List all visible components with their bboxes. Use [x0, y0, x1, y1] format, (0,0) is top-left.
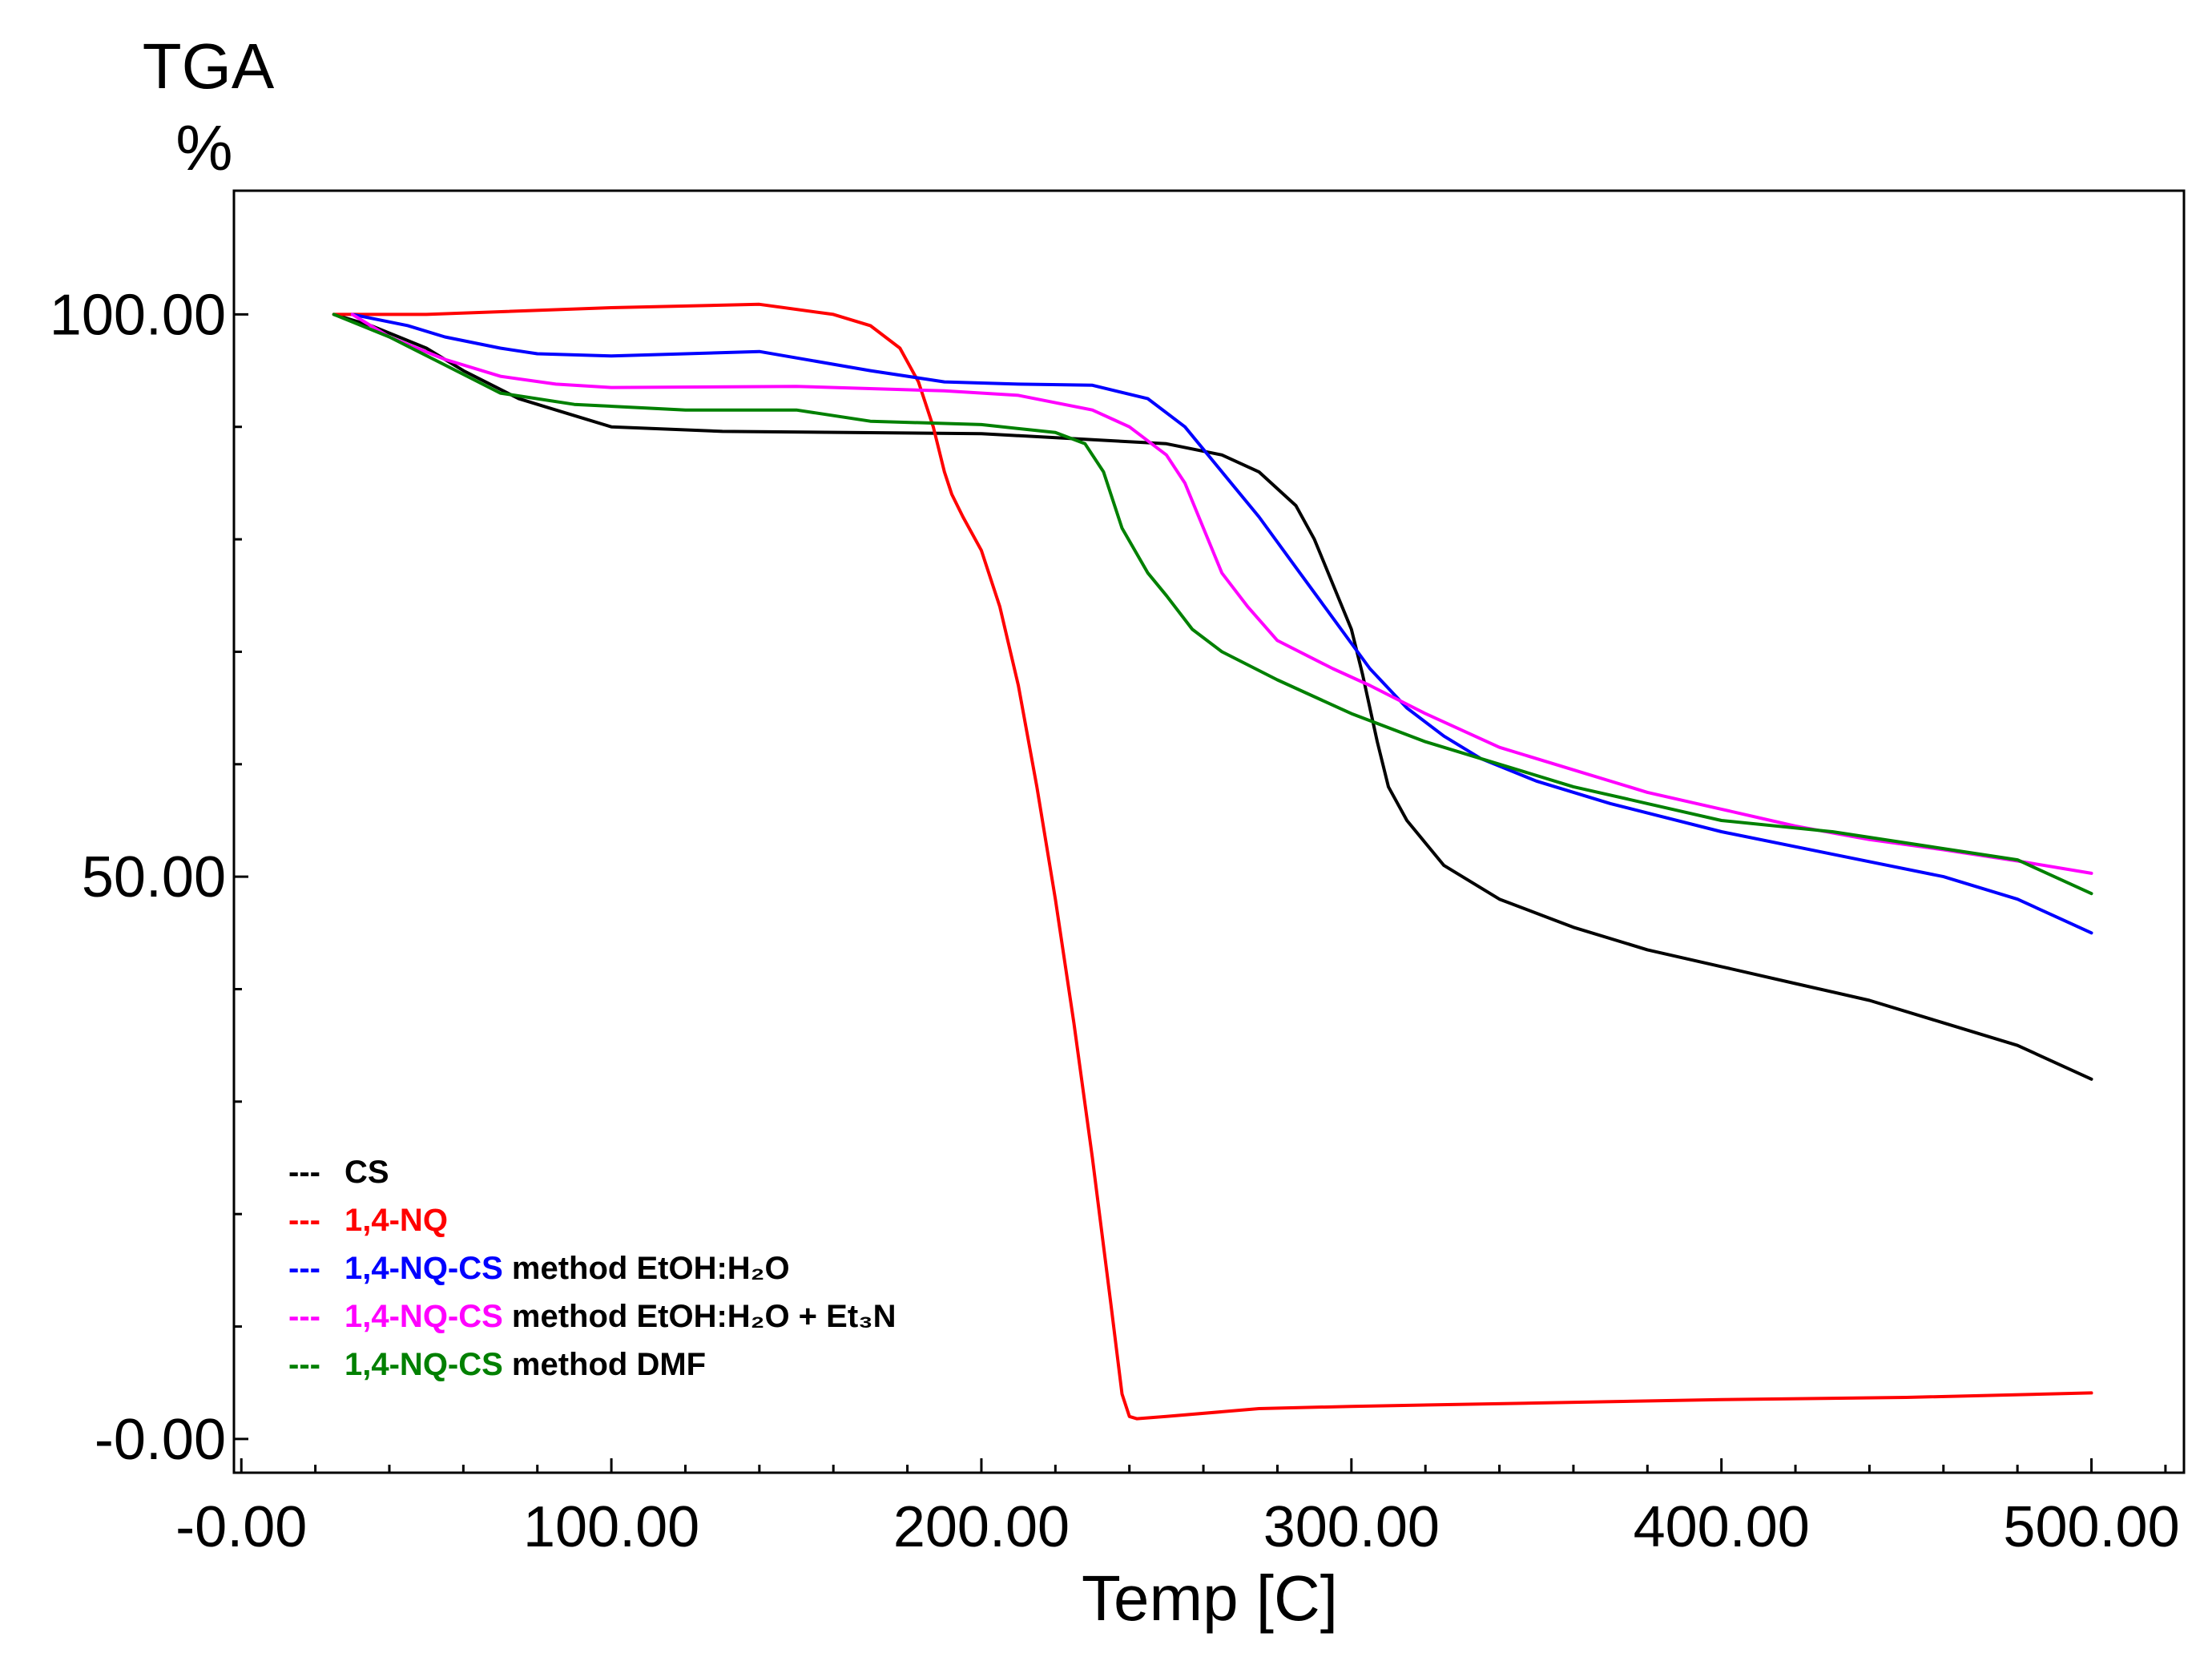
legend-marker-cs: --- — [288, 1155, 320, 1190]
legend-series-name: 1,4-NQ-CS — [344, 1251, 503, 1286]
x-tick-label: -0.00 — [175, 1495, 307, 1559]
plot-frame — [232, 189, 2186, 1474]
series-line-cs — [332, 312, 2093, 1081]
legend-method: method DMF — [503, 1347, 706, 1382]
legend-series-name: CS — [344, 1155, 389, 1190]
y-tick-label: 50.00 — [82, 845, 226, 909]
x-tick-label: 500.00 — [2003, 1495, 2179, 1559]
y-tick-label: -0.00 — [95, 1408, 226, 1472]
legend-method: method EtOH:H₂O — [503, 1251, 790, 1286]
series-line-nqcs_dmf — [332, 312, 2093, 896]
x-tick-label: 400.00 — [1634, 1495, 1810, 1559]
series-layer — [332, 302, 2093, 1421]
legend-method: method EtOH:H₂O + Et₃N — [503, 1299, 896, 1334]
legend-marker-nq: --- — [288, 1203, 320, 1238]
y-axis-unit: % — [175, 112, 232, 183]
x-tick-label: 300.00 — [1263, 1495, 1440, 1559]
legend-marker-nqcs_et3n: --- — [288, 1299, 320, 1334]
x-tick-label: 200.00 — [893, 1495, 1070, 1559]
legend-label-cs: CS — [344, 1155, 389, 1190]
legend-series-name: 1,4-NQ — [344, 1203, 448, 1238]
y-tick-label: 100.00 — [50, 283, 226, 347]
legend-marker-nqcs_etoh: --- — [288, 1251, 320, 1286]
y-axis-ticks: -0.00 50.00 100.00 — [50, 283, 248, 1472]
x-axis-title: Temp [C] — [1082, 1562, 1338, 1634]
legend: --- CS --- 1,4-NQ --- 1,4-NQ-CS method EtOH:H… — [288, 1155, 896, 1382]
y-axis-title: TGA — [143, 30, 275, 102]
legend-label-nqcs_dmf: 1,4-NQ-CS method DMF — [344, 1347, 706, 1382]
x-axis-ticks: -0.00 100.00 200.00 300.00 400.00 500.00 — [175, 1458, 2180, 1559]
legend-label-nqcs_etoh: 1,4-NQ-CS method EtOH:H₂O — [344, 1251, 790, 1286]
series-line-nq — [332, 302, 2093, 1421]
legend-label-nq: 1,4-NQ — [344, 1203, 448, 1238]
legend-marker-nqcs_dmf: --- — [288, 1347, 320, 1382]
series-line-nqcs_et3n — [350, 312, 2093, 875]
series-line-nqcs_etoh — [350, 312, 2093, 935]
legend-series-name: 1,4-NQ-CS — [344, 1299, 503, 1334]
x-tick-label: 100.00 — [523, 1495, 699, 1559]
legend-series-name: 1,4-NQ-CS — [344, 1347, 503, 1382]
legend-label-nqcs_et3n: 1,4-NQ-CS method EtOH:H₂O + Et₃N — [344, 1299, 896, 1334]
